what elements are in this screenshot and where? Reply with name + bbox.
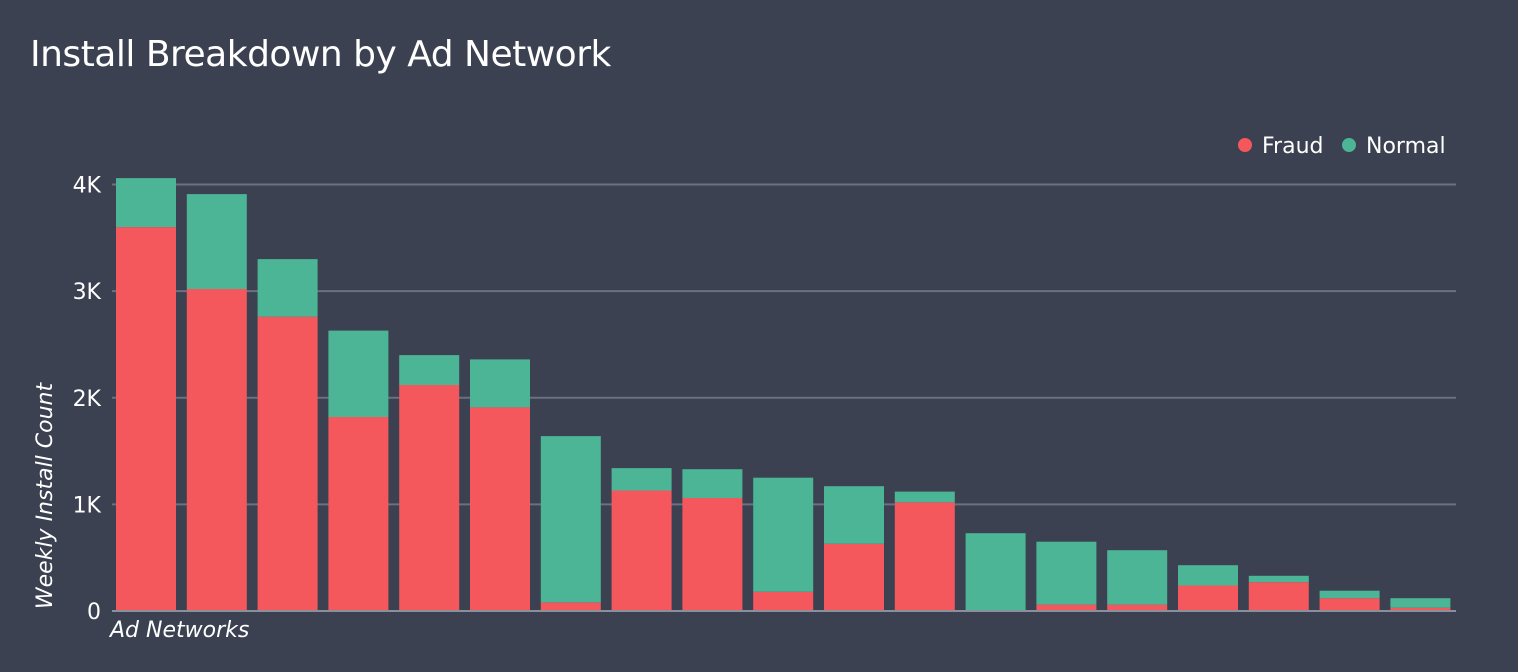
bar-segment-fraud[interactable] [1178, 585, 1238, 611]
y-axis-title: Weekly Install Count [33, 382, 58, 610]
bar-segment-normal[interactable] [186, 194, 247, 289]
legend-label-normal[interactable]: Normal [1366, 134, 1446, 159]
bar-segment-normal[interactable] [965, 533, 1026, 610]
bar-segment-fraud[interactable] [824, 543, 884, 611]
bar-segment-fraud[interactable] [257, 316, 318, 611]
y-tick-label: 4K [73, 174, 102, 199]
bar-segment-normal[interactable] [1107, 550, 1168, 605]
chart-title: Install Breakdown by Ad Network [30, 34, 611, 75]
bar-segment-normal[interactable] [116, 178, 176, 228]
bar-segment-fraud[interactable] [1390, 607, 1451, 611]
bar-segment-normal[interactable] [328, 330, 389, 417]
x-axis-title: Ad Networks [108, 618, 249, 643]
bar-segment-normal[interactable] [399, 355, 460, 385]
bar-segment-normal[interactable] [1036, 541, 1097, 605]
y-tick-label: 0 [87, 600, 101, 625]
bar-segment-normal[interactable] [753, 477, 814, 592]
bar-segment-normal[interactable] [611, 468, 672, 491]
bar-segment-fraud[interactable] [328, 416, 389, 611]
legend-marker-normal[interactable] [1342, 138, 1356, 152]
bar-segment-normal[interactable] [894, 491, 955, 503]
y-tick-label: 1K [73, 493, 102, 518]
bar-segment-fraud[interactable] [1248, 582, 1309, 611]
y-tick-label: 3K [73, 280, 102, 305]
bar-segment-fraud[interactable] [1319, 598, 1380, 611]
legend-label-fraud[interactable]: Fraud [1262, 134, 1324, 159]
bar-segment-normal[interactable] [682, 469, 743, 498]
legend: Fraud Normal [1238, 134, 1446, 159]
bar-segment-fraud[interactable] [894, 502, 955, 611]
bar-segment-normal[interactable] [1178, 565, 1238, 586]
bar-segment-normal[interactable] [824, 486, 884, 544]
bar-segment-fraud[interactable] [116, 227, 176, 611]
bar-segment-normal[interactable] [257, 259, 318, 317]
bar-segment-normal[interactable] [540, 436, 601, 603]
bar-segment-fraud[interactable] [399, 385, 460, 611]
bar-segment-fraud[interactable] [186, 289, 247, 611]
bar-segment-normal[interactable] [1390, 598, 1451, 608]
bar-segment-fraud[interactable] [611, 490, 672, 612]
bar-segment-fraud[interactable] [753, 591, 814, 611]
y-axis-ticks: 0 1K 2K 3K 4K [73, 174, 102, 626]
legend-marker-fraud[interactable] [1238, 138, 1252, 152]
bar-segment-fraud[interactable] [540, 602, 601, 612]
bar-segment-fraud[interactable] [1107, 604, 1168, 611]
bar-segment-normal[interactable] [1319, 590, 1380, 599]
bar-segment-normal[interactable] [470, 359, 530, 408]
bar-segment-fraud[interactable] [470, 407, 530, 611]
bar-segment-normal[interactable] [1248, 575, 1309, 583]
bar-segment-fraud[interactable] [1036, 604, 1097, 611]
y-tick-label: 2K [73, 387, 102, 412]
bars [116, 178, 1451, 612]
bar-segment-fraud[interactable] [682, 498, 743, 611]
